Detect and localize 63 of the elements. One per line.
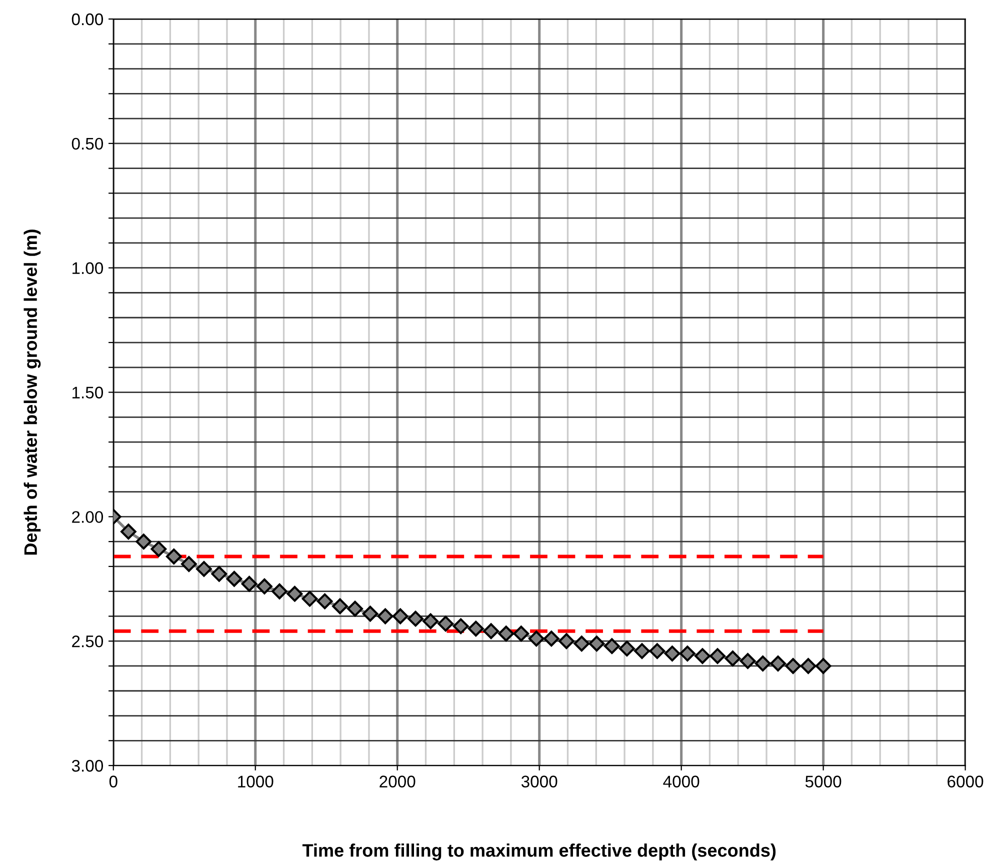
point (438, 616, 454, 632)
point (770, 656, 786, 672)
x-tick-label: 2000 (380, 776, 416, 788)
point (422, 613, 438, 630)
point (181, 556, 197, 572)
point (196, 561, 212, 577)
point (332, 598, 348, 614)
point (604, 638, 620, 654)
point (150, 541, 167, 557)
point (286, 586, 303, 602)
point (710, 648, 726, 664)
point (362, 606, 378, 622)
x-axis-title: Time from filling to maximum effective depth (seconds) (302, 844, 776, 860)
point (392, 608, 408, 624)
point (498, 626, 514, 642)
point (302, 590, 318, 607)
point (256, 578, 272, 594)
point (241, 576, 258, 592)
point (513, 626, 530, 642)
x-tick-label: 4000 (663, 776, 700, 788)
point (166, 548, 182, 564)
point (408, 610, 424, 627)
y-tick-label: 0.50 (72, 138, 104, 150)
y-tick-label: 1.50 (72, 386, 104, 398)
point (347, 600, 363, 617)
point (377, 608, 394, 624)
point (558, 633, 574, 650)
point (528, 630, 544, 647)
point (724, 650, 741, 666)
point (588, 636, 605, 652)
y-tick-label: 2.50 (72, 636, 104, 648)
x-tick-label: 5000 (805, 776, 842, 788)
point (815, 658, 832, 674)
point (211, 566, 228, 582)
point (649, 643, 666, 659)
point (664, 646, 680, 662)
point (468, 620, 484, 637)
point (316, 593, 333, 610)
point (136, 534, 152, 550)
y-tick-label: 0.00 (72, 13, 104, 26)
y-tick-label: 2.00 (72, 511, 104, 523)
y-tick-label: 1.00 (72, 262, 104, 274)
point (680, 646, 696, 662)
point (452, 618, 469, 634)
x-tick-label: 1000 (238, 776, 274, 788)
x-tick-label: 6000 (948, 776, 984, 788)
point (619, 640, 635, 656)
point (120, 524, 136, 540)
x-tick-label: 0 (109, 776, 118, 788)
point (785, 658, 801, 674)
point (483, 623, 499, 640)
point (543, 630, 560, 647)
y-tick-label: 3.00 (72, 760, 104, 772)
point (754, 656, 771, 672)
y-axis-title: Depth of water below ground level (m) (24, 230, 41, 555)
x-tick-label: 3000 (521, 776, 558, 788)
point (694, 648, 710, 664)
point (800, 658, 816, 674)
point (634, 643, 650, 659)
point (740, 653, 756, 669)
point (574, 636, 590, 652)
point (226, 570, 242, 587)
point (272, 583, 288, 600)
